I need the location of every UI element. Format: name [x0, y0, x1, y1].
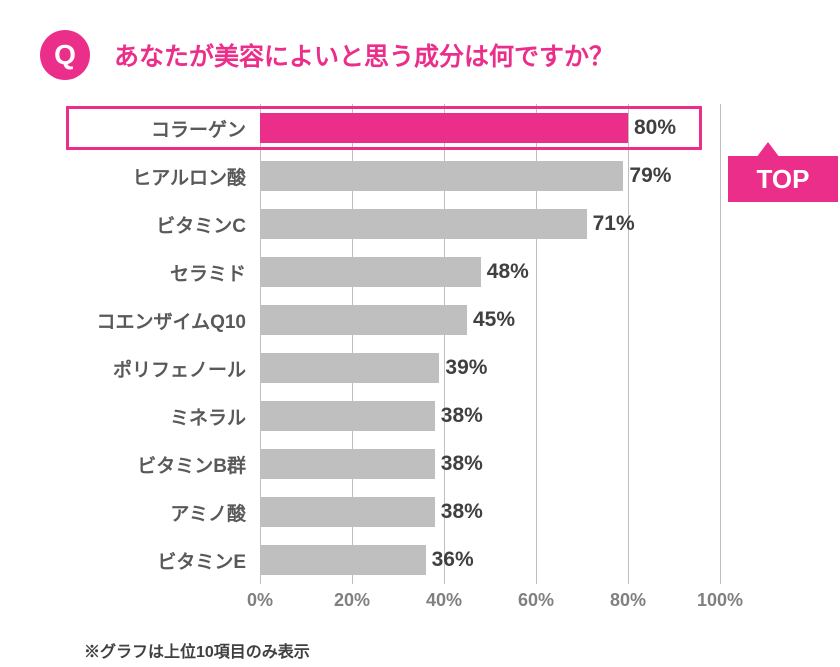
row-label: ビタミンC: [60, 211, 260, 238]
x-tick-label: 20%: [334, 590, 370, 611]
callout-pointer-icon: [756, 142, 780, 158]
row-label: コラーゲン: [60, 115, 260, 142]
chart-row: コエンザイムQ1045%: [260, 296, 720, 344]
x-tick-label: 100%: [697, 590, 743, 611]
x-tick-label: 60%: [518, 590, 554, 611]
row-label: コエンザイムQ10: [60, 307, 260, 334]
question-badge: Q: [40, 30, 90, 80]
gridline: [720, 104, 721, 584]
bar-wrap: 38%: [260, 449, 720, 479]
row-label: ミネラル: [60, 403, 260, 430]
bar: [260, 113, 628, 143]
bar: [260, 257, 481, 287]
bar: [260, 401, 435, 431]
row-label: ヒアルロン酸: [60, 163, 260, 190]
bar: [260, 161, 623, 191]
bar-wrap: 38%: [260, 497, 720, 527]
value-label: 36%: [432, 548, 474, 572]
top-callout: TOP: [728, 156, 838, 202]
x-tick-label: 80%: [610, 590, 646, 611]
value-label: 39%: [445, 356, 487, 380]
bar-wrap: 80%: [260, 113, 720, 143]
bar-wrap: 36%: [260, 545, 720, 575]
bar: [260, 305, 467, 335]
row-label: ポリフェノール: [60, 355, 260, 382]
bar-wrap: 45%: [260, 305, 720, 335]
chart-row: ポリフェノール39%: [260, 344, 720, 392]
chart-row: ビタミンC71%: [260, 200, 720, 248]
value-label: 48%: [487, 260, 529, 284]
header: Q あなたが美容によいと思う成分は何ですか？: [0, 0, 840, 80]
top-callout-text: TOP: [757, 164, 810, 195]
bar-wrap: 71%: [260, 209, 720, 239]
value-label: 45%: [473, 308, 515, 332]
x-axis: 0%20%40%60%80%100%: [260, 590, 720, 620]
bar: [260, 209, 587, 239]
value-label: 80%: [634, 116, 676, 140]
question-title: あなたが美容によいと思う成分は何ですか？: [114, 37, 614, 73]
bar-wrap: 79%: [260, 161, 720, 191]
bar-wrap: 39%: [260, 353, 720, 383]
plot-area: コラーゲン80%ヒアルロン酸79%ビタミンC71%セラミド48%コエンザイムQ1…: [260, 104, 720, 584]
row-label: アミノ酸: [60, 499, 260, 526]
value-label: 79%: [629, 164, 671, 188]
footnote: ※グラフは上位10項目のみ表示: [84, 638, 840, 662]
value-label: 38%: [441, 452, 483, 476]
x-tick-label: 0%: [247, 590, 273, 611]
row-label: ビタミンE: [60, 547, 260, 574]
value-label: 38%: [441, 404, 483, 428]
chart-row: コラーゲン80%: [260, 104, 720, 152]
value-label: 38%: [441, 500, 483, 524]
row-label: セラミド: [60, 259, 260, 286]
bar-wrap: 48%: [260, 257, 720, 287]
question-badge-letter: Q: [54, 39, 76, 71]
chart-row: アミノ酸38%: [260, 488, 720, 536]
chart-row: ビタミンB群38%: [260, 440, 720, 488]
chart-row: ミネラル38%: [260, 392, 720, 440]
x-tick-label: 40%: [426, 590, 462, 611]
chart-rows: コラーゲン80%ヒアルロン酸79%ビタミンC71%セラミド48%コエンザイムQ1…: [260, 104, 720, 584]
chart-row: セラミド48%: [260, 248, 720, 296]
bar-wrap: 38%: [260, 401, 720, 431]
row-label: ビタミンB群: [60, 451, 260, 478]
chart-row: ヒアルロン酸79%: [260, 152, 720, 200]
bar: [260, 353, 439, 383]
bar: [260, 449, 435, 479]
bar-chart: コラーゲン80%ヒアルロン酸79%ビタミンC71%セラミド48%コエンザイムQ1…: [60, 104, 800, 620]
bar: [260, 497, 435, 527]
value-label: 71%: [593, 212, 635, 236]
chart-row: ビタミンE36%: [260, 536, 720, 584]
bar: [260, 545, 426, 575]
